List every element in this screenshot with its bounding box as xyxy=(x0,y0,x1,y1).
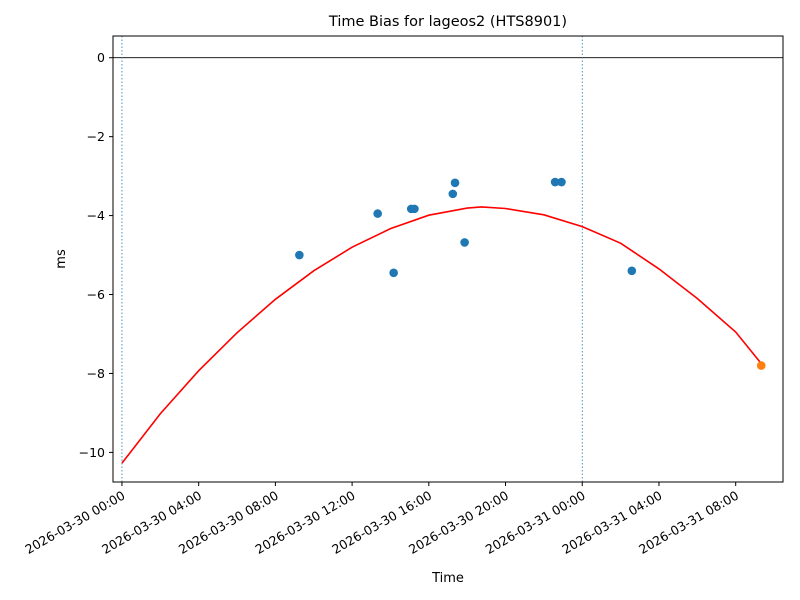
data-points-group xyxy=(295,177,766,370)
y-tick-label: −10 xyxy=(79,445,105,460)
y-tick-label: −2 xyxy=(87,129,105,144)
fit-curve-group xyxy=(121,206,762,464)
y-axis-label: ms xyxy=(54,249,69,269)
data-point-s0-1 xyxy=(373,209,382,218)
data-point-s0-5 xyxy=(448,189,458,199)
data-point-s0-8 xyxy=(550,177,560,187)
y-tick-label: 0 xyxy=(97,50,105,65)
data-point-s0-10 xyxy=(627,266,637,276)
data-point-s1-0 xyxy=(756,361,766,370)
y-tick-label: −4 xyxy=(87,208,105,223)
data-point-s0-0 xyxy=(295,250,304,260)
y-tick-label: −8 xyxy=(87,366,105,381)
data-point-s0-4 xyxy=(410,204,419,214)
chart-title: Time Bias for lageos2 (HTS8901) xyxy=(328,14,567,30)
data-point-s0-9 xyxy=(557,177,566,187)
fit-curve xyxy=(121,206,762,464)
reference-lines xyxy=(113,36,783,482)
data-point-s0-6 xyxy=(450,178,460,188)
data-point-s0-2 xyxy=(389,268,398,278)
data-point-s0-7 xyxy=(460,238,469,247)
plot-frame xyxy=(112,35,784,483)
y-tick-label: −6 xyxy=(87,287,105,302)
x-axis-label: Time xyxy=(431,571,464,586)
y-axis-ticks: 0 −2 −4 −6 −8 −10 xyxy=(79,50,113,460)
